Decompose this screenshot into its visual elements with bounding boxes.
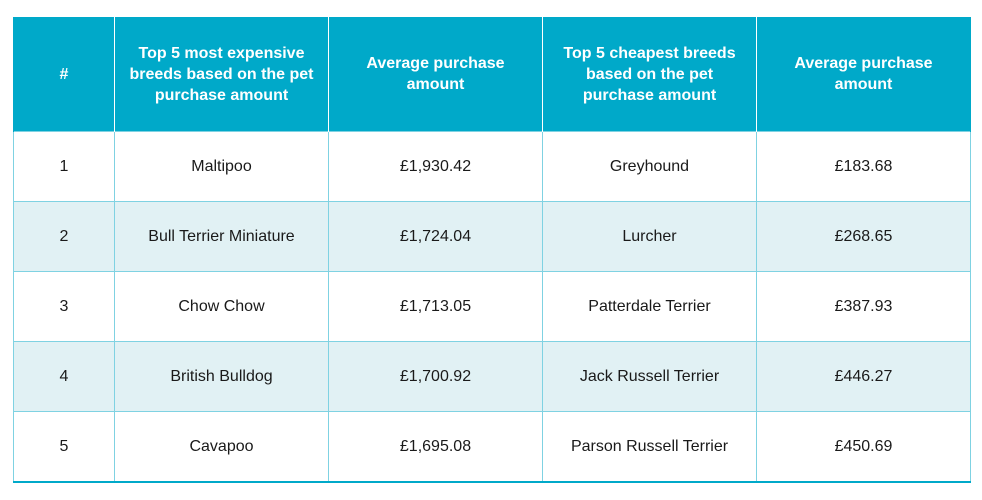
expensive-amount-cell: £1,700.92 — [328, 341, 543, 412]
cheap-breed-cell: Greyhound — [542, 131, 757, 202]
expensive-breed-cell: British Bulldog — [114, 341, 329, 412]
table-header-row: # Top 5 most expensive breeds based on t… — [13, 17, 971, 132]
table-row: 3 Chow Chow £1,713.05 Patterdale Terrier… — [13, 271, 971, 342]
header-cheap-breeds: Top 5 cheapest breeds based on the pet p… — [542, 17, 757, 132]
expensive-breed-cell: Cavapoo — [114, 411, 329, 483]
expensive-amount-cell: £1,695.08 — [328, 411, 543, 483]
breed-table-container: # Top 5 most expensive breeds based on t… — [13, 17, 971, 483]
cheap-breed-cell: Jack Russell Terrier — [542, 341, 757, 412]
rank-cell: 5 — [13, 411, 115, 483]
expensive-amount-cell: £1,713.05 — [328, 271, 543, 342]
cheap-breed-cell: Patterdale Terrier — [542, 271, 757, 342]
expensive-amount-cell: £1,930.42 — [328, 131, 543, 202]
cheap-amount-cell: £446.27 — [756, 341, 971, 412]
table-row: 4 British Bulldog £1,700.92 Jack Russell… — [13, 341, 971, 412]
table-row: 5 Cavapoo £1,695.08 Parson Russell Terri… — [13, 411, 971, 483]
rank-cell: 2 — [13, 201, 115, 272]
table-row: 1 Maltipoo £1,930.42 Greyhound £183.68 — [13, 131, 971, 202]
rank-cell: 1 — [13, 131, 115, 202]
header-expensive-amount: Average purchase amount — [328, 17, 543, 132]
expensive-breed-cell: Maltipoo — [114, 131, 329, 202]
expensive-amount-cell: £1,724.04 — [328, 201, 543, 272]
cheap-breed-cell: Parson Russell Terrier — [542, 411, 757, 483]
cheap-amount-cell: £387.93 — [756, 271, 971, 342]
header-rank: # — [13, 17, 115, 132]
expensive-breed-cell: Chow Chow — [114, 271, 329, 342]
cheap-amount-cell: £183.68 — [756, 131, 971, 202]
cheap-amount-cell: £268.65 — [756, 201, 971, 272]
expensive-breed-cell: Bull Terrier Miniature — [114, 201, 329, 272]
rank-cell: 3 — [13, 271, 115, 342]
header-cheap-amount: Average purchase amount — [756, 17, 971, 132]
table-row: 2 Bull Terrier Miniature £1,724.04 Lurch… — [13, 201, 971, 272]
cheap-breed-cell: Lurcher — [542, 201, 757, 272]
cheap-amount-cell: £450.69 — [756, 411, 971, 483]
breed-price-table: # Top 5 most expensive breeds based on t… — [13, 17, 971, 483]
header-expensive-breeds: Top 5 most expensive breeds based on the… — [114, 17, 329, 132]
rank-cell: 4 — [13, 341, 115, 412]
